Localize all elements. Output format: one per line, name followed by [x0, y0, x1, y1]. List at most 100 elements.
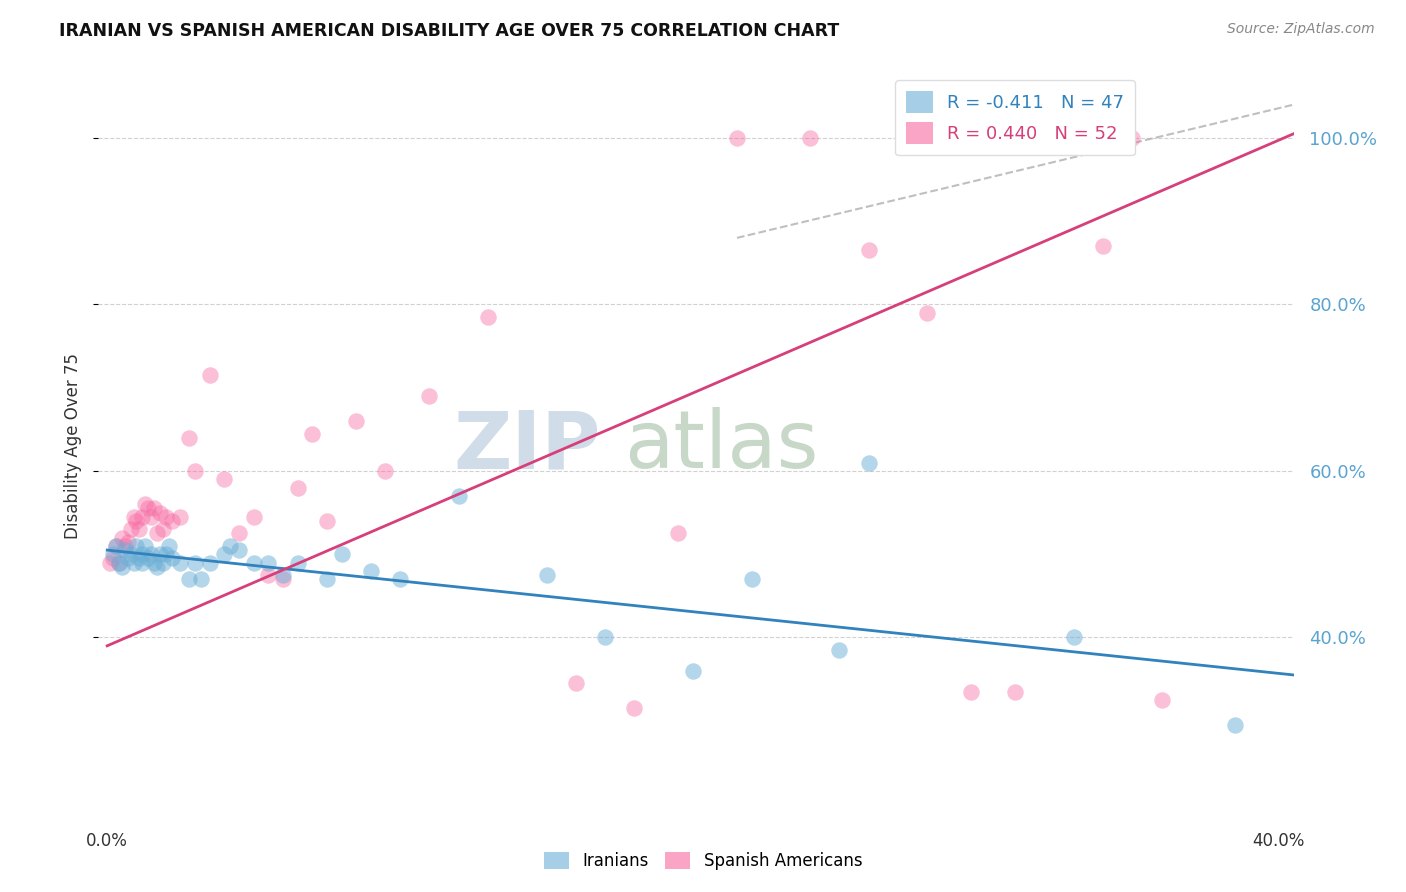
- Point: [125, 539, 148, 553]
- Point: [287, 556, 309, 570]
- Point: [214, 547, 236, 561]
- Point: [141, 509, 163, 524]
- Point: [131, 509, 153, 524]
- Point: [271, 568, 294, 582]
- Point: [125, 514, 148, 528]
- Point: [179, 431, 201, 445]
- Point: [799, 131, 821, 145]
- Point: [477, 310, 499, 324]
- Point: [330, 547, 353, 561]
- Point: [117, 551, 139, 566]
- Point: [149, 506, 172, 520]
- Point: [105, 539, 127, 553]
- Point: [214, 472, 236, 486]
- Point: [315, 514, 337, 528]
- Legend: R = -0.411   N = 47, R = 0.440   N = 52: R = -0.411 N = 47, R = 0.440 N = 52: [894, 80, 1135, 155]
- Point: [184, 464, 207, 478]
- Point: [105, 539, 127, 553]
- Point: [828, 643, 851, 657]
- Point: [169, 509, 191, 524]
- Point: [418, 389, 440, 403]
- Point: [1223, 718, 1246, 732]
- Point: [741, 572, 763, 586]
- Point: [858, 456, 880, 470]
- Point: [1150, 693, 1173, 707]
- Point: [120, 547, 142, 561]
- Point: [108, 556, 131, 570]
- Point: [143, 501, 166, 516]
- Point: [198, 556, 221, 570]
- Point: [184, 556, 207, 570]
- Point: [122, 509, 145, 524]
- Point: [141, 547, 163, 561]
- Point: [1063, 139, 1085, 153]
- Point: [271, 572, 294, 586]
- Point: [169, 556, 191, 570]
- Text: IRANIAN VS SPANISH AMERICAN DISABILITY AGE OVER 75 CORRELATION CHART: IRANIAN VS SPANISH AMERICAN DISABILITY A…: [59, 22, 839, 40]
- Point: [101, 551, 124, 566]
- Point: [117, 534, 139, 549]
- Point: [1004, 684, 1026, 698]
- Point: [108, 556, 131, 570]
- Text: ZIP: ZIP: [453, 407, 600, 485]
- Point: [1092, 239, 1115, 253]
- Point: [287, 481, 309, 495]
- Y-axis label: Disability Age Over 75: Disability Age Over 75: [65, 353, 83, 539]
- Point: [374, 464, 396, 478]
- Point: [120, 522, 142, 536]
- Text: Source: ZipAtlas.com: Source: ZipAtlas.com: [1227, 22, 1375, 37]
- Point: [1092, 131, 1115, 145]
- Point: [666, 526, 689, 541]
- Point: [131, 547, 153, 561]
- Point: [111, 531, 134, 545]
- Point: [1033, 131, 1056, 145]
- Point: [593, 631, 616, 645]
- Point: [257, 568, 280, 582]
- Point: [447, 489, 470, 503]
- Point: [536, 568, 558, 582]
- Point: [152, 556, 174, 570]
- Point: [122, 556, 145, 570]
- Point: [160, 551, 183, 566]
- Point: [725, 131, 748, 145]
- Legend: Iranians, Spanish Americans: Iranians, Spanish Americans: [537, 845, 869, 877]
- Point: [228, 543, 250, 558]
- Point: [134, 539, 156, 553]
- Point: [146, 559, 169, 574]
- Point: [623, 701, 645, 715]
- Point: [128, 551, 150, 566]
- Point: [179, 572, 201, 586]
- Point: [1121, 131, 1143, 145]
- Point: [1063, 631, 1085, 645]
- Point: [155, 547, 177, 561]
- Point: [101, 547, 124, 561]
- Point: [136, 551, 159, 566]
- Point: [565, 676, 588, 690]
- Point: [128, 522, 150, 536]
- Point: [917, 306, 939, 320]
- Point: [143, 556, 166, 570]
- Point: [315, 572, 337, 586]
- Point: [131, 556, 153, 570]
- Point: [228, 526, 250, 541]
- Point: [682, 664, 704, 678]
- Point: [301, 426, 323, 441]
- Point: [114, 539, 136, 553]
- Point: [146, 526, 169, 541]
- Point: [155, 509, 177, 524]
- Point: [858, 244, 880, 258]
- Point: [190, 572, 212, 586]
- Point: [136, 501, 159, 516]
- Point: [960, 684, 983, 698]
- Point: [149, 547, 172, 561]
- Point: [134, 497, 156, 511]
- Point: [360, 564, 382, 578]
- Point: [111, 559, 134, 574]
- Point: [98, 556, 121, 570]
- Point: [344, 414, 367, 428]
- Point: [242, 509, 264, 524]
- Point: [219, 539, 242, 553]
- Point: [152, 522, 174, 536]
- Point: [257, 556, 280, 570]
- Point: [157, 539, 180, 553]
